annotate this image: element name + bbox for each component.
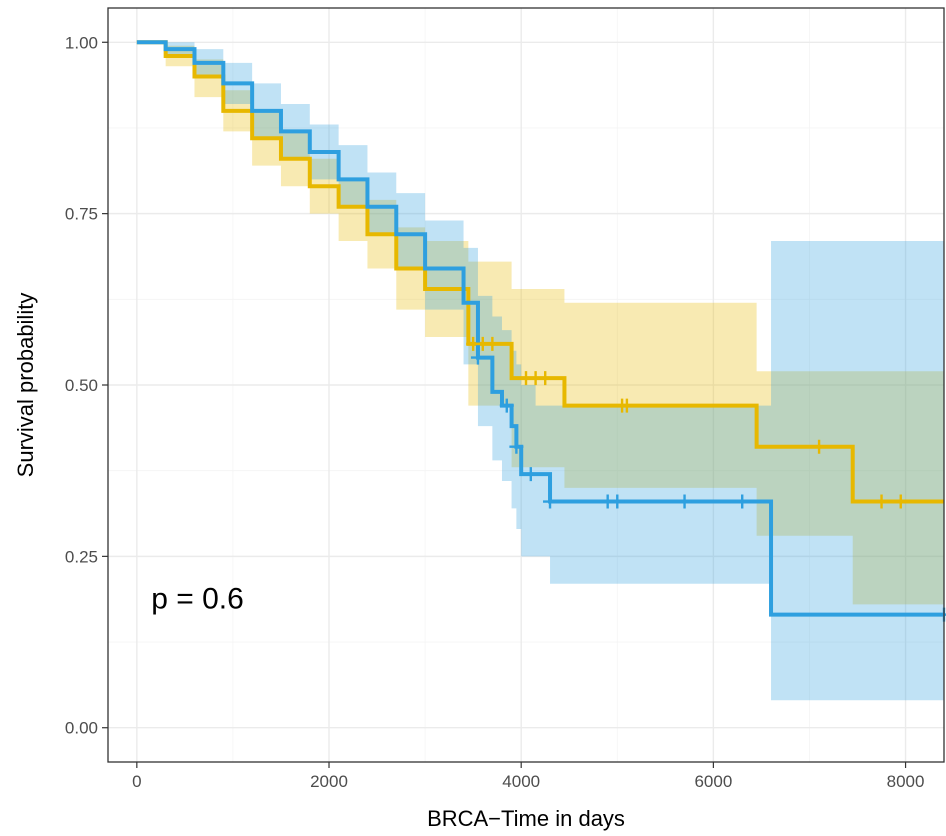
censor-mark — [543, 494, 558, 509]
censor-mark — [499, 398, 514, 413]
y-tick-label: 0.75 — [65, 205, 98, 224]
censor-marks — [466, 336, 946, 622]
censor-mark — [509, 439, 524, 454]
y-tick-label: 0.00 — [65, 719, 98, 738]
x-tick-label: 2000 — [310, 772, 348, 791]
confidence-band-1 — [136, 42, 945, 701]
censor-mark — [735, 494, 750, 509]
y-axis-title: Survival probability — [13, 293, 38, 478]
confidence-band-0 — [136, 42, 945, 605]
x-tick-label: 0 — [132, 772, 141, 791]
censor-mark — [538, 371, 553, 386]
y-tick-label: 1.00 — [65, 33, 98, 52]
y-tick-label: 0.50 — [65, 376, 98, 395]
x-tick-label: 8000 — [887, 772, 925, 791]
censor-mark — [610, 494, 625, 509]
major-gridlines — [108, 8, 944, 762]
censor-mark — [470, 350, 485, 365]
p-value-annotation: p = 0.6 — [151, 582, 244, 615]
y-tick-label: 0.25 — [65, 547, 98, 566]
survival-curve-1 — [136, 40, 944, 617]
censor-mark — [893, 494, 908, 509]
x-tick-label: 6000 — [694, 772, 732, 791]
censor-mark — [812, 439, 827, 454]
censor-mark — [523, 467, 538, 482]
x-tick-label: 4000 — [502, 772, 540, 791]
censor-mark — [874, 494, 889, 509]
censor-mark — [619, 398, 634, 413]
censor-mark — [485, 336, 500, 351]
confidence-bands — [136, 42, 945, 701]
x-axis-title: BRCA−Time in days — [427, 806, 625, 831]
censor-mark — [677, 494, 692, 509]
survival-curve-0 — [136, 40, 944, 504]
survival-curves — [136, 40, 944, 617]
axes: 0 2000 4000 6000 8000 0.00 0.25 0.50 0.75 1.00 — [65, 33, 925, 791]
